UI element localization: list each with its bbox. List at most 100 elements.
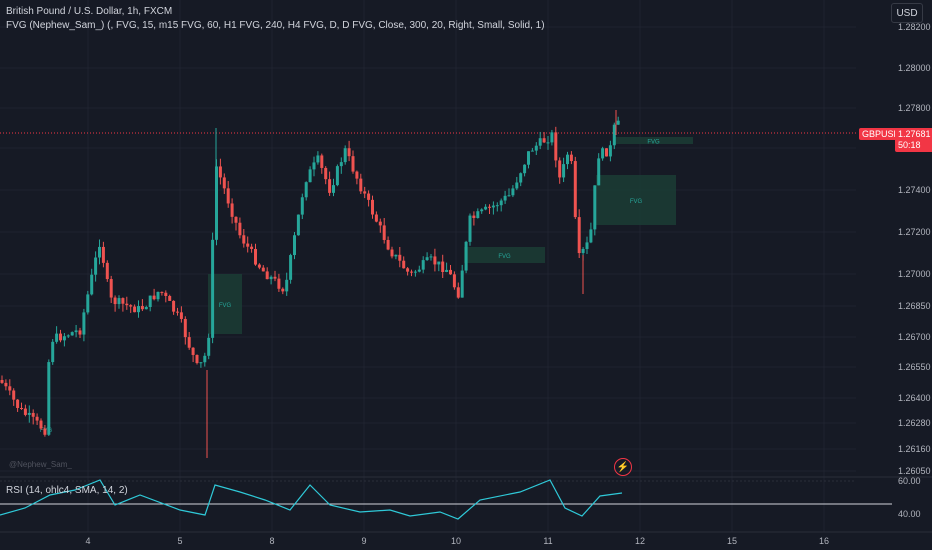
indicator-legend[interactable]: FVG (Nephew_Sam_) (, FVG, 15, m15 FVG, 6… <box>6 20 545 31</box>
candle-body <box>519 173 523 183</box>
candle-body <box>82 312 86 335</box>
candle-body <box>339 162 343 167</box>
candle-body <box>612 124 616 146</box>
bar-countdown: 50:18 <box>898 140 921 150</box>
candle-body <box>460 270 464 298</box>
rsi-legend[interactable]: RSI (14, ohlc4, SMA, 14, 2) <box>6 485 128 496</box>
candle-body <box>491 205 495 208</box>
candle-body <box>289 255 293 280</box>
candle-body <box>398 254 402 261</box>
candle-body <box>281 288 285 292</box>
candle-body <box>425 257 429 261</box>
candle-body <box>144 307 148 310</box>
candle-body <box>230 203 234 217</box>
candle-body <box>499 200 503 206</box>
candle-body <box>16 399 20 408</box>
candle-body <box>105 262 109 280</box>
candle-body <box>394 254 398 257</box>
candle-body <box>569 154 573 162</box>
candle-body <box>140 306 144 310</box>
candle-body <box>238 222 242 236</box>
candle-body <box>187 337 191 348</box>
candle-body <box>35 416 39 421</box>
candle-body <box>39 420 43 429</box>
candle-body <box>367 193 371 200</box>
candle-body <box>589 229 593 243</box>
candle-body <box>413 271 417 273</box>
symbol-title: British Pound / U.S. Dollar, 1h, FXCM <box>6 6 173 17</box>
price-tick: 1.26850 <box>898 301 931 311</box>
candle-body <box>20 407 23 409</box>
candle-body <box>226 188 230 204</box>
candle-body <box>464 241 468 271</box>
candle-body <box>402 260 406 269</box>
candle-body <box>363 191 367 194</box>
candle-body <box>351 156 355 172</box>
candle-body <box>12 390 16 400</box>
candle-body <box>355 171 359 179</box>
candle-body <box>468 215 472 242</box>
candle-body <box>332 185 335 193</box>
candle-body <box>324 167 328 180</box>
candle-body <box>98 246 101 258</box>
candle-body <box>449 269 452 275</box>
candle-body <box>191 347 195 355</box>
candle-body <box>577 217 581 254</box>
candle-body <box>476 211 480 218</box>
candle-body <box>386 239 390 250</box>
candle-body <box>160 291 164 293</box>
candle-body <box>242 235 246 244</box>
price-tick: 1.27800 <box>898 103 931 113</box>
candle-body <box>195 354 199 364</box>
price-tick: 1.26280 <box>898 418 931 428</box>
candle-body <box>597 158 601 186</box>
current-price-value: 1.27681 <box>898 129 931 139</box>
fvg-label: FVG <box>630 199 643 205</box>
time-tick: 9 <box>361 536 366 546</box>
candle-body <box>55 333 59 342</box>
price-tick: 1.26050 <box>898 466 931 476</box>
candle-body <box>359 178 363 192</box>
candle-body <box>59 333 62 341</box>
currency-button[interactable]: USD <box>891 3 923 23</box>
candle-body <box>164 292 168 297</box>
candle-body <box>456 287 460 298</box>
candle-body <box>616 120 620 125</box>
candle-body <box>573 161 577 218</box>
candle-body <box>90 274 94 295</box>
candle-body <box>550 132 554 143</box>
candle-body <box>0 380 4 383</box>
symbol-price-tag: GBPUSD <box>859 128 904 140</box>
candle-body <box>222 177 226 189</box>
lightning-bolt-icon[interactable]: ⚡ <box>614 458 632 476</box>
price-tick: 1.26550 <box>898 362 931 372</box>
candle-body <box>74 330 78 333</box>
candle-body <box>421 260 425 270</box>
candle-body <box>488 206 491 208</box>
candle-body <box>265 271 269 280</box>
candle-body <box>254 248 257 265</box>
candle-body <box>70 332 74 336</box>
fvg-zone <box>614 137 693 144</box>
candle-body <box>117 298 121 305</box>
candle-body <box>215 166 218 240</box>
candle-body <box>441 261 445 273</box>
candle-body <box>62 336 66 341</box>
candle-body <box>51 341 55 363</box>
candle-body <box>371 199 374 215</box>
candle-body <box>113 297 117 305</box>
candle-body <box>566 154 569 165</box>
candle-body <box>452 274 456 288</box>
candle-body <box>156 291 160 300</box>
candle-body <box>605 148 608 157</box>
candle-body <box>546 142 550 144</box>
candle-body <box>480 209 484 212</box>
candle-body <box>562 164 566 178</box>
candle-body <box>125 303 129 306</box>
candle-body <box>94 257 98 275</box>
fvg-label: FVG <box>647 140 660 146</box>
candle-body <box>8 386 12 391</box>
author-watermark: @Nephew_Sam_ <box>9 460 72 469</box>
fvg-zone <box>596 175 676 225</box>
